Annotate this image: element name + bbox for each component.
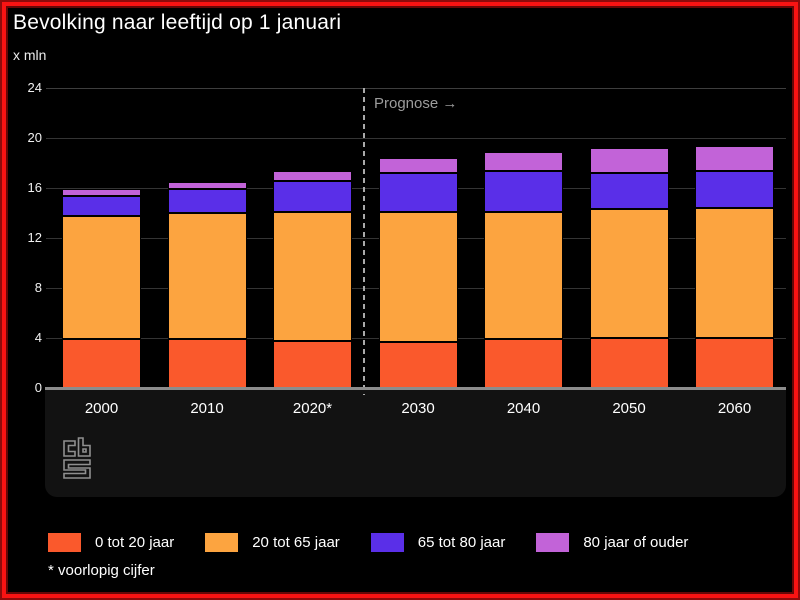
bar-2010-segment-80-jaar-of-ouder xyxy=(167,181,247,190)
y-tick-label-4: 4 xyxy=(34,330,42,345)
page-title: Bevolking naar leeftijd op 1 januari xyxy=(13,11,342,34)
x-tick-label-2030: 2030 xyxy=(401,400,435,417)
legend-item-0-tot-20-jaar: 0 tot 20 jaar xyxy=(48,533,174,552)
bar-2000-segment-0-tot-20-jaar xyxy=(62,339,141,388)
prognose-divider-line xyxy=(363,88,365,395)
x-tick-label-2060: 2060 xyxy=(717,400,752,417)
bar-2020-segment-0-tot-20-jaar xyxy=(273,340,352,388)
y-tick-label-8: 8 xyxy=(34,280,42,295)
legend-swatch-20-tot-65-jaar xyxy=(205,533,239,552)
bar-2060-segment-80-jaar-of-ouder xyxy=(695,145,774,171)
legend-swatch-80-jaar-of-ouder xyxy=(536,533,570,552)
bar-2010-segment-20-tot-65-jaar xyxy=(167,213,247,340)
bar-2060-segment-65-tot-80-jaar xyxy=(695,170,774,208)
legend-item-65-tot-80-jaar: 65 tot 80 jaar xyxy=(370,533,506,552)
legend-swatch-65-tot-80-jaar xyxy=(370,533,404,552)
y-tick-label-12: 12 xyxy=(27,230,42,245)
gridline-20 xyxy=(46,137,786,139)
bar-2040-segment-65-tot-80-jaar xyxy=(484,170,563,212)
legend-swatch-0-tot-20-jaar xyxy=(48,533,81,552)
x-tick-label-2040: 2040 xyxy=(506,400,541,417)
bar-2040 xyxy=(484,151,563,388)
legend-label-20-tot-65-jaar: 20 tot 65 jaar xyxy=(252,534,340,551)
legend-label-65-tot-80-jaar: 65 tot 80 jaar xyxy=(417,534,506,551)
bar-2050-segment-0-tot-20-jaar xyxy=(589,338,669,388)
x-axis-panel xyxy=(45,390,786,497)
cbs-logo-icon xyxy=(63,437,91,479)
y-tick-label-0: 0 xyxy=(34,380,42,395)
bar-2030 xyxy=(378,158,458,388)
y-axis-unit-label: x mln xyxy=(13,47,47,63)
bar-2020 xyxy=(273,170,352,388)
x-tick-label-2000: 2000 xyxy=(84,400,119,417)
bar-2050-segment-80-jaar-of-ouder xyxy=(589,148,669,173)
bar-2050-segment-65-tot-80-jaar xyxy=(589,173,669,210)
bar-2030-segment-0-tot-20-jaar xyxy=(378,341,458,388)
bar-2050 xyxy=(589,148,669,388)
legend-item-20-tot-65-jaar: 20 tot 65 jaar xyxy=(205,533,340,552)
bar-2000-segment-80-jaar-of-ouder xyxy=(62,189,141,196)
bar-2050-segment-20-tot-65-jaar xyxy=(589,209,669,338)
bar-2060-segment-20-tot-65-jaar xyxy=(695,208,774,338)
bar-2040-segment-20-tot-65-jaar xyxy=(484,211,563,340)
bar-2000 xyxy=(62,189,141,388)
legend-item-80-jaar-of-ouder: 80 jaar of ouder xyxy=(536,533,688,552)
y-tick-label-16: 16 xyxy=(27,180,42,195)
y-tick-label-20: 20 xyxy=(27,130,42,145)
bar-2000-segment-65-tot-80-jaar xyxy=(62,195,141,216)
bar-2020-segment-20-tot-65-jaar xyxy=(273,211,352,341)
x-tick-label-2050: 2050 xyxy=(612,400,646,417)
bar-2030-segment-65-tot-80-jaar xyxy=(378,173,458,212)
bar-2060-segment-0-tot-20-jaar xyxy=(695,338,774,388)
bar-2040-segment-80-jaar-of-ouder xyxy=(484,151,563,171)
legend-label-80-jaar-of-ouder: 80 jaar of ouder xyxy=(583,534,689,551)
bar-2010 xyxy=(167,181,247,388)
bar-2030-segment-80-jaar-of-ouder xyxy=(378,158,458,173)
bar-2040-segment-0-tot-20-jaar xyxy=(484,339,563,388)
x-tick-label-2010: 2010 xyxy=(190,400,224,417)
bar-2020-segment-80-jaar-of-ouder xyxy=(273,170,352,181)
gridline-24 xyxy=(46,87,786,89)
x-tick-label-2020: 2020* xyxy=(292,400,333,417)
bar-2020-segment-65-tot-80-jaar xyxy=(273,180,352,212)
x-axis-line xyxy=(45,387,786,390)
footnote: * voorlopig cijfer xyxy=(48,562,155,579)
bar-2010-segment-65-tot-80-jaar xyxy=(167,189,247,213)
prognose-label: Prognose → xyxy=(374,95,458,112)
bar-2060 xyxy=(695,145,774,388)
bar-2010-segment-0-tot-20-jaar xyxy=(167,339,247,388)
chart-legend: 0 tot 20 jaar 20 tot 65 jaar 65 tot 80 jaa… xyxy=(48,533,688,552)
legend-label-0-tot-20-jaar: 0 tot 20 jaar xyxy=(95,534,175,551)
bar-2030-segment-20-tot-65-jaar xyxy=(378,211,458,342)
bar-2000-segment-20-tot-65-jaar xyxy=(62,215,141,340)
y-tick-label-24: 24 xyxy=(27,80,42,95)
